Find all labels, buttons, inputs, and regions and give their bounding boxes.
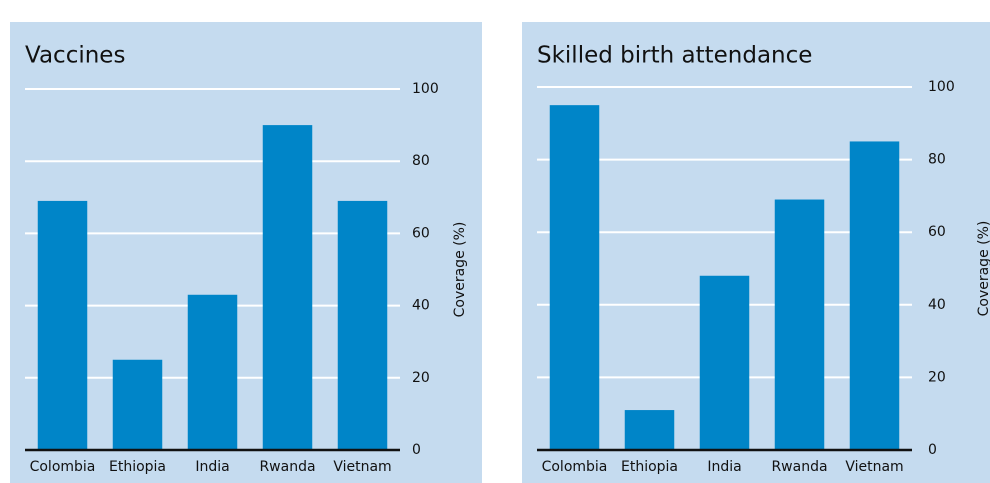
chart-title: Vaccines: [25, 43, 125, 69]
bar: [337, 200, 388, 450]
bar: [37, 200, 88, 450]
y-tick-label: 0: [412, 442, 421, 458]
y-tick-label: 80: [928, 152, 946, 168]
y-tick-label: 100: [928, 79, 955, 95]
bar: [624, 410, 675, 450]
y-tick-label: 40: [928, 297, 946, 313]
y-axis-label: Coverage (%): [976, 221, 990, 317]
y-tick-label: 20: [928, 369, 946, 385]
x-tick-label: Ethiopia: [621, 459, 678, 475]
y-axis-label: Coverage (%): [452, 222, 468, 318]
x-tick-label: Rwanda: [771, 459, 827, 475]
y-tick-label: 60: [412, 225, 430, 241]
x-tick-label: Ethiopia: [109, 459, 166, 475]
x-tick-label: India: [195, 459, 229, 475]
bar: [849, 141, 900, 450]
panel-background: [10, 22, 482, 483]
y-tick-label: 80: [412, 153, 430, 169]
y-tick-label: 100: [412, 81, 439, 97]
x-tick-label: India: [707, 459, 741, 475]
x-tick-label: Colombia: [542, 459, 608, 475]
bar: [774, 199, 825, 450]
bar: [549, 105, 600, 451]
bar: [262, 125, 313, 450]
x-tick-label: Rwanda: [259, 459, 315, 475]
bar: [187, 294, 238, 450]
chart-title: Skilled birth attendance: [537, 43, 812, 69]
y-tick-label: 0: [928, 442, 937, 458]
panel-background: [522, 22, 990, 483]
bar: [112, 359, 163, 450]
y-tick-label: 20: [412, 370, 430, 386]
x-tick-label: Colombia: [30, 459, 96, 475]
y-tick-label: 40: [412, 298, 430, 314]
x-tick-label: Vietnam: [845, 459, 903, 475]
y-tick-label: 60: [928, 224, 946, 240]
bar: [699, 275, 750, 450]
x-tick-label: Vietnam: [333, 459, 391, 475]
